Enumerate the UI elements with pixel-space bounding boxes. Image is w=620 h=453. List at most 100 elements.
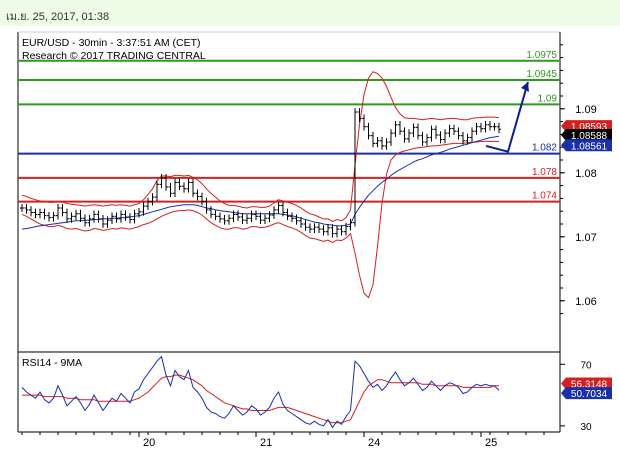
price-bar: [231, 210, 236, 223]
price-bar: [497, 122, 501, 134]
price-bar: [38, 208, 42, 219]
price-bar: [132, 209, 137, 224]
price-bar: [285, 208, 290, 221]
price-bar: [357, 108, 362, 123]
price-bar: [299, 216, 303, 228]
price-bar: [191, 178, 195, 198]
price-bar: [366, 122, 371, 140]
price-bar: [74, 209, 78, 221]
price-tag-label: 1.08593: [571, 122, 608, 133]
price-bar: [29, 206, 33, 217]
price-bar: [213, 210, 218, 221]
price-bar: [308, 223, 312, 233]
y-tick-label: 1.08: [575, 168, 596, 180]
price-bar: [78, 209, 83, 223]
levels-layer: 1.0975 1.0945 1.09 1.082 1.078 1.074: [18, 50, 560, 203]
level-label: 1.078: [532, 167, 557, 178]
x-ticks-layer: 20 21 24 25: [21, 432, 545, 449]
price-bar: [51, 211, 56, 222]
y-ticks-layer: 1.09 1.08 1.07 1.06 70 30: [560, 44, 597, 433]
price-bar: [276, 201, 281, 214]
price-tag-bg: [561, 129, 612, 142]
candles-layer: [20, 108, 501, 238]
price-bar: [362, 114, 366, 131]
price-bar: [303, 220, 308, 232]
price-bar: [56, 204, 60, 220]
price-bar: [483, 120, 488, 133]
price-bar: [429, 125, 434, 142]
chart-title: EUR/USD - 30min - 3:37:51 AM (CET): [22, 37, 201, 49]
price-tag-label: 1.08588: [571, 131, 608, 142]
price-bar: [416, 123, 420, 140]
price-bar: [200, 192, 204, 206]
price-bar: [119, 210, 123, 223]
rsi-tag: 50.7034: [561, 387, 612, 400]
y-tick-label: 1.07: [575, 232, 596, 244]
level-label: 1.074: [532, 191, 557, 202]
price-bar: [290, 212, 294, 223]
price-bar: [69, 212, 74, 223]
price-bar: [294, 214, 299, 225]
price-bar: [317, 223, 321, 233]
price-bar: [420, 131, 425, 146]
price-bar: [461, 131, 465, 145]
price-bar: [254, 210, 258, 221]
price-bar: [33, 208, 38, 219]
y-tick-label: 1.06: [575, 296, 596, 308]
price-bar: [159, 174, 164, 189]
rsi-line: [21, 355, 500, 429]
price-bar: [348, 218, 353, 231]
price-bar: [155, 180, 159, 201]
bollinger-layer: [21, 71, 500, 299]
price-bar: [407, 129, 411, 143]
rsi-title: RSI14 - 9MA: [22, 357, 82, 369]
price-bar: [105, 216, 110, 228]
price-bar: [353, 108, 357, 227]
bollinger-lower-line: [21, 140, 499, 299]
price-bar: [312, 223, 317, 233]
price-bar: [321, 225, 326, 236]
price-bar: [24, 204, 29, 214]
price-bar: [182, 182, 186, 193]
price-bar: [384, 138, 389, 150]
price-bar: [96, 210, 101, 223]
price-bar: [249, 210, 254, 223]
price-bar: [141, 202, 146, 216]
price-bar: [465, 133, 470, 145]
price-bar: [488, 120, 492, 131]
price-bar: [150, 193, 155, 206]
price-bar: [164, 174, 168, 191]
price-bar: [267, 211, 272, 223]
price-bar: [492, 122, 497, 131]
price-bar: [42, 208, 47, 220]
forecast-arrowhead: [521, 81, 529, 92]
y-tick-label: 1.09: [575, 104, 596, 116]
rsi-tag-label: 50.7034: [571, 389, 608, 400]
timestamp-bar: เม.ย. 25, 2017, 01:38: [0, 0, 620, 26]
price-bar: [218, 212, 222, 223]
price-bar: [452, 124, 456, 136]
price-tag-bg: [561, 139, 612, 152]
price-bar: [128, 213, 132, 224]
price-bar: [447, 124, 452, 137]
price-bar: [240, 213, 245, 224]
price-bar: [92, 210, 96, 223]
price-bar: [393, 120, 398, 137]
price-bar: [371, 131, 375, 148]
price-bar: [110, 212, 114, 224]
price-bar: [330, 224, 335, 238]
price-bar: [380, 136, 384, 150]
price-bar: [195, 189, 200, 201]
forecast-layer: [485, 81, 529, 153]
price-bar: [177, 178, 182, 191]
price-bar: [272, 206, 276, 219]
price-bar: [339, 225, 344, 236]
price-bar: [443, 129, 447, 144]
price-bar: [434, 125, 438, 139]
price-bar: [398, 120, 402, 136]
forecast-path: [485, 81, 529, 153]
rsi-y-tick-label: 30: [580, 422, 592, 433]
price-bar: [425, 133, 429, 146]
rsi-tag-label: 56.3148: [571, 380, 608, 391]
